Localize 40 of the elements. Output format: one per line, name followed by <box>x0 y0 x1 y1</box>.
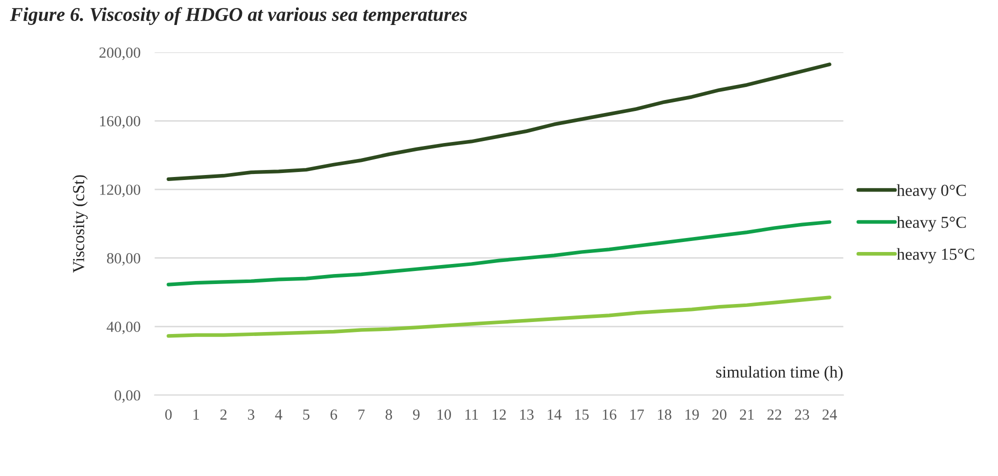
x-tick-label: 15 <box>575 409 589 420</box>
y-axis-title: Viscosity (cSt) <box>72 175 88 273</box>
x-tick-label: 24 <box>822 409 837 420</box>
x-tick-label: 3 <box>248 409 254 420</box>
x-tick-label: 14 <box>548 409 562 420</box>
x-tick-label: 21 <box>740 409 754 420</box>
x-tick-label: 12 <box>492 409 506 420</box>
line-series <box>166 296 832 338</box>
legend-label: heavy 5°C <box>896 216 966 232</box>
x-tick-label: 0 <box>165 409 172 420</box>
x-tick-label: 20 <box>712 409 726 420</box>
x-tick-label: 9 <box>413 409 420 420</box>
legend-label: heavy 15°C <box>896 248 974 264</box>
x-tick-label: 18 <box>658 409 672 420</box>
x-tick-label: 1 <box>194 409 199 420</box>
y-tick-label: 0,00 <box>114 390 140 403</box>
x-tick-label: 2 <box>220 409 227 420</box>
y-tick-label: 80,00 <box>107 253 140 266</box>
x-tick-label: 22 <box>767 409 782 420</box>
x-tick-label: 19 <box>686 409 699 420</box>
x-tick-label: 4 <box>275 410 282 420</box>
line-series <box>166 220 832 286</box>
x-tick-label: 5 <box>303 410 310 420</box>
x-tick-label: 7 <box>358 410 365 420</box>
x-tick-label: 16 <box>602 409 616 420</box>
x-tick-label: 6 <box>330 409 338 420</box>
y-tick-label: 200,00 <box>99 48 140 60</box>
line-series <box>166 62 832 181</box>
y-tick-label: 40,00 <box>106 322 140 334</box>
legend-label: heavy 0°C <box>896 184 966 200</box>
y-tick-label: 120,00 <box>100 184 140 198</box>
x-tick-label: 23 <box>795 409 810 420</box>
x-tick-label: 13 <box>520 409 534 420</box>
x-axis-title: simulation time (h) <box>716 366 843 382</box>
x-tick-label: 17 <box>630 409 644 420</box>
x-tick-label: 8 <box>386 409 392 420</box>
x-tick-label: 10 <box>438 409 451 420</box>
y-tick-label: 160,00 <box>100 116 140 129</box>
x-tick-label: 11 <box>465 409 478 420</box>
chart-title: Figure 6. Viscosity of HDGO at various sea temperatures <box>10 7 467 26</box>
